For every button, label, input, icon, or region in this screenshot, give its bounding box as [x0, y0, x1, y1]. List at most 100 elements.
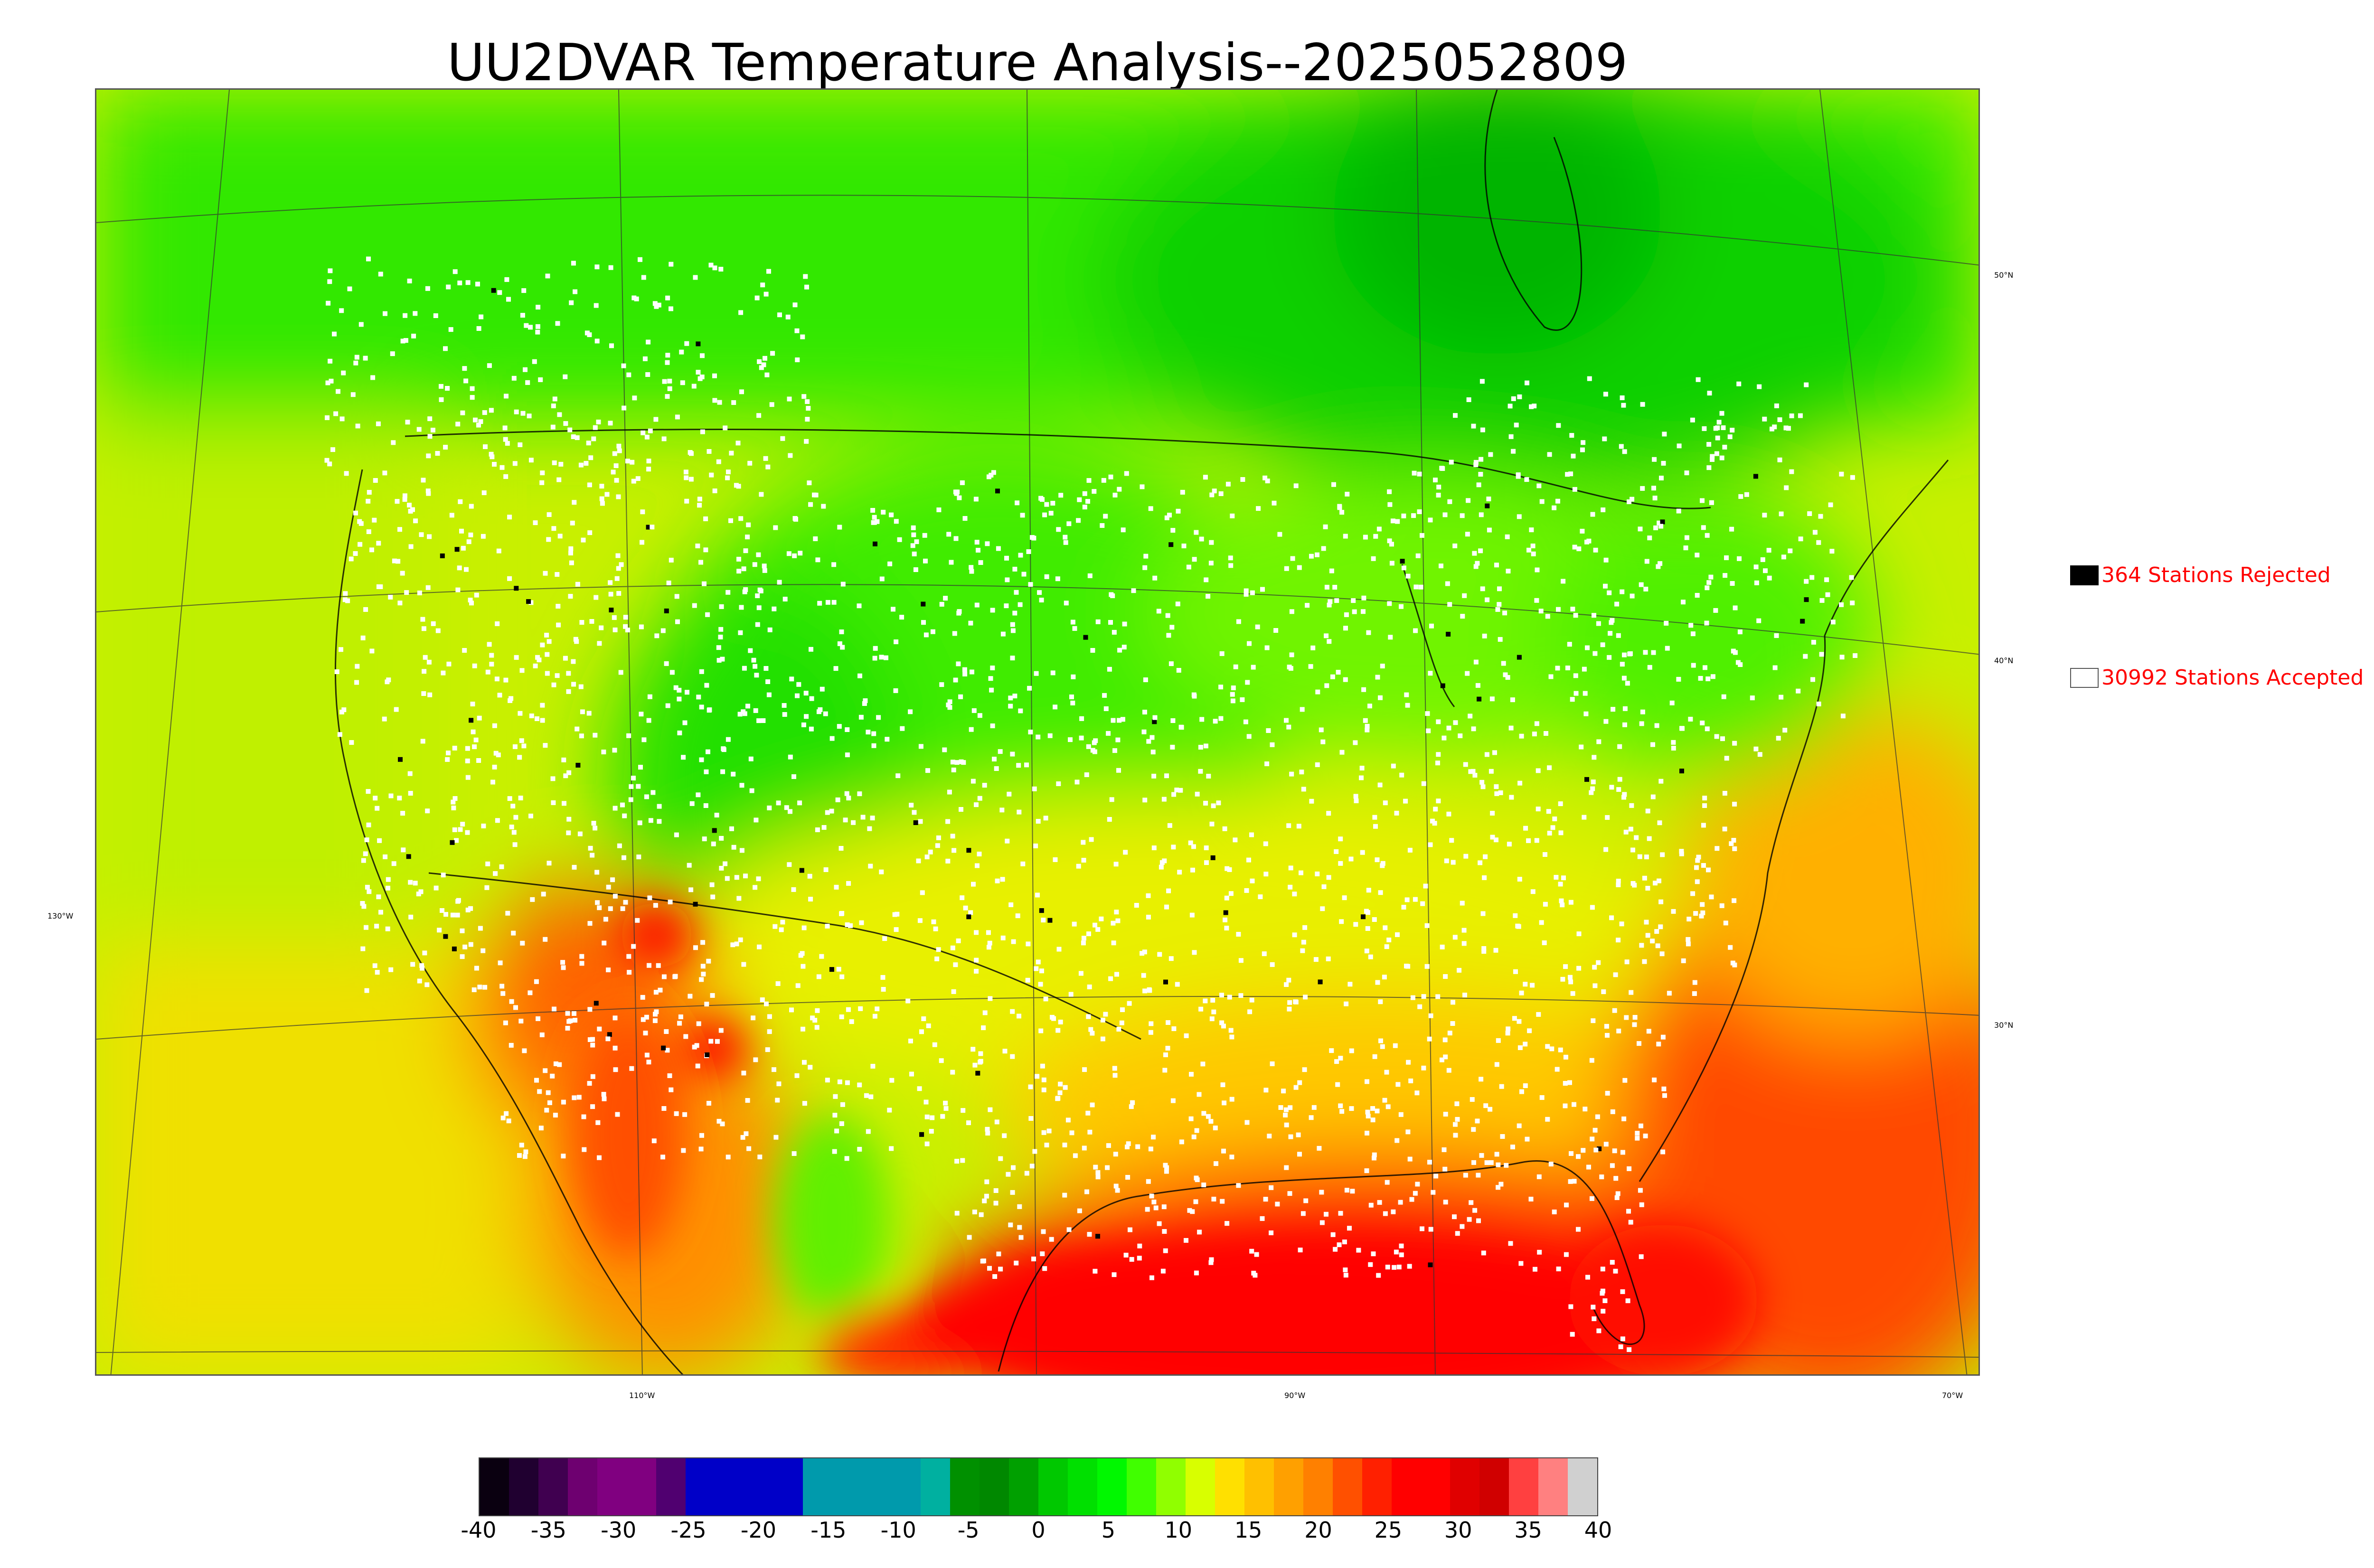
- accepted-station-marker: [612, 748, 617, 753]
- accepted-station-marker: [738, 630, 743, 635]
- accepted-station-marker: [813, 536, 818, 541]
- rejected-station-marker: [398, 757, 403, 762]
- accepted-station-marker: [1639, 1202, 1644, 1207]
- accepted-station-marker: [1723, 920, 1728, 926]
- accepted-station-marker: [1570, 991, 1575, 996]
- accepted-station-marker: [1446, 811, 1451, 817]
- accepted-station-marker: [1511, 449, 1516, 454]
- accepted-station-marker: [982, 783, 987, 788]
- accepted-station-marker: [1163, 1248, 1168, 1253]
- accepted-station-marker: [1073, 1153, 1078, 1158]
- accepted-station-marker: [962, 671, 968, 676]
- accepted-station-marker: [1506, 1026, 1511, 1032]
- accepted-station-marker: [1473, 564, 1479, 569]
- accepted-station-marker: [1616, 882, 1621, 887]
- accepted-station-marker: [1000, 935, 1006, 940]
- accepted-station-marker: [1463, 1173, 1468, 1178]
- accepted-station-marker: [1191, 844, 1196, 849]
- rejected-station-marker: [406, 854, 411, 859]
- accepted-station-marker: [1081, 936, 1086, 941]
- accepted-station-marker: [1005, 577, 1010, 582]
- accepted-station-marker: [1436, 719, 1441, 724]
- accepted-station-marker: [623, 624, 628, 629]
- accepted-station-marker: [1625, 1298, 1630, 1304]
- accepted-station-marker: [1208, 561, 1214, 566]
- accepted-station-marker: [1319, 1220, 1325, 1225]
- accepted-station-marker: [951, 848, 957, 853]
- temperature-map[interactable]: [95, 88, 1980, 1376]
- accepted-station-marker: [1732, 741, 1737, 746]
- accepted-station-marker: [1329, 1048, 1334, 1053]
- accepted-station-marker: [1569, 433, 1574, 438]
- accepted-station-marker: [407, 771, 413, 776]
- colorbar-tick-label: 40: [1584, 1517, 1612, 1543]
- accepted-station-marker: [807, 873, 812, 879]
- accepted-station-marker: [1662, 432, 1667, 437]
- accepted-station-marker: [1247, 641, 1252, 646]
- accepted-station-marker: [640, 995, 645, 1000]
- accepted-station-marker: [1812, 530, 1818, 535]
- accepted-station-marker: [1617, 744, 1622, 749]
- accepted-station-marker: [664, 661, 669, 666]
- accepted-station-marker: [1517, 1019, 1522, 1024]
- accepted-station-marker: [1657, 820, 1662, 826]
- accepted-station-marker: [1556, 1267, 1561, 1271]
- accepted-station-marker: [1779, 511, 1784, 516]
- accepted-station-marker: [1171, 792, 1177, 797]
- accepted-station-marker: [1738, 494, 1743, 499]
- accepted-station-marker: [1728, 945, 1733, 950]
- accepted-station-marker: [1142, 710, 1147, 714]
- accepted-station-marker: [1277, 532, 1282, 537]
- accepted-station-marker: [400, 338, 405, 344]
- accepted-station-marker: [1391, 1209, 1396, 1214]
- accepted-station-marker: [832, 1149, 837, 1154]
- rejected-station-marker: [526, 599, 531, 604]
- accepted-station-marker: [599, 625, 604, 630]
- accepted-station-marker: [1338, 1211, 1343, 1216]
- accepted-station-marker: [540, 642, 545, 648]
- accepted-station-marker: [568, 546, 574, 551]
- accepted-station-marker: [608, 265, 613, 270]
- accepted-station-marker: [950, 1070, 955, 1075]
- accepted-station-marker: [590, 1042, 595, 1048]
- accepted-station-marker: [1043, 996, 1048, 1002]
- accepted-station-marker: [1050, 501, 1055, 506]
- accepted-station-marker: [1011, 939, 1016, 944]
- accepted-station-marker: [1619, 921, 1624, 927]
- accepted-station-marker: [468, 532, 473, 537]
- accepted-station-marker: [1151, 1135, 1156, 1140]
- accepted-station-marker: [1036, 734, 1041, 740]
- accepted-station-marker: [1576, 1154, 1581, 1159]
- accepted-station-marker: [753, 1057, 758, 1062]
- accepted-station-marker: [1610, 1109, 1615, 1114]
- accepted-station-marker: [699, 977, 704, 982]
- accepted-station-marker: [1017, 1014, 1021, 1019]
- accepted-station-marker: [557, 1062, 562, 1067]
- accepted-station-marker: [517, 755, 522, 760]
- accepted-station-marker: [1630, 593, 1635, 599]
- accepted-station-marker: [413, 311, 418, 316]
- accepted-station-marker: [1086, 478, 1092, 483]
- accepted-station-marker: [1130, 1100, 1135, 1105]
- accepted-station-marker: [1715, 846, 1720, 851]
- accepted-station-marker: [521, 743, 527, 749]
- accepted-station-marker: [1233, 837, 1238, 843]
- accepted-station-marker: [1622, 652, 1627, 657]
- accepted-station-marker: [1573, 673, 1578, 678]
- accepted-station-marker: [717, 400, 722, 405]
- accepted-station-marker: [1219, 651, 1225, 656]
- accepted-station-marker: [1068, 737, 1073, 742]
- accepted-station-marker: [1038, 496, 1044, 501]
- accepted-station-marker: [1654, 723, 1659, 728]
- accepted-station-marker: [1394, 810, 1399, 816]
- accepted-station-marker: [823, 711, 828, 716]
- accepted-station-marker: [1530, 983, 1535, 988]
- accepted-station-marker: [459, 528, 464, 534]
- rejected-station-marker: [1679, 769, 1684, 774]
- accepted-station-marker: [617, 843, 622, 848]
- accepted-station-marker: [1561, 579, 1566, 584]
- accepted-station-marker: [947, 705, 952, 710]
- accepted-station-marker: [1062, 1192, 1067, 1198]
- accepted-station-marker: [1431, 1190, 1436, 1195]
- accepted-station-marker: [1008, 695, 1013, 701]
